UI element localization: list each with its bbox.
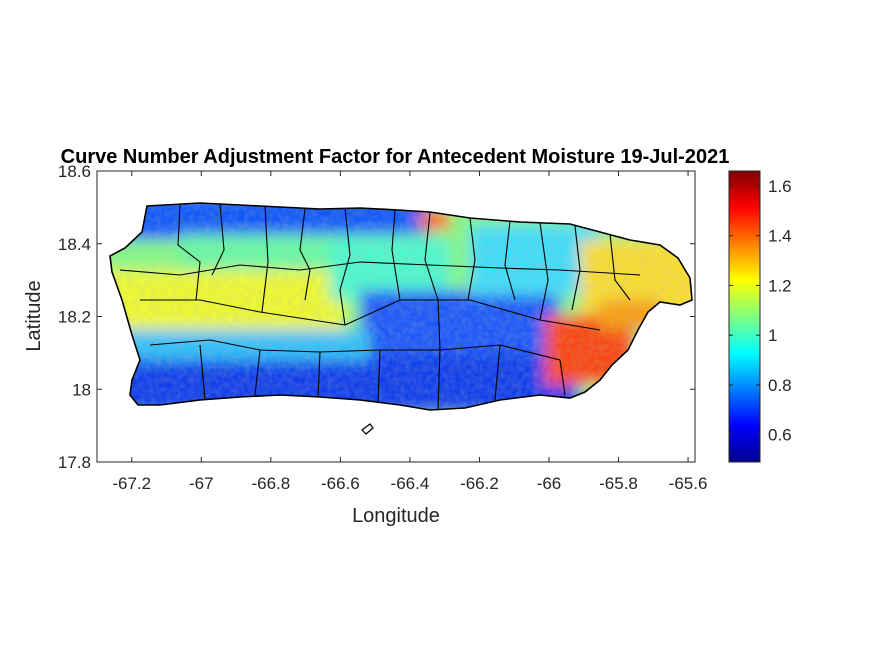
colorbar-tick-label: 0.8 (768, 376, 792, 395)
x-axis-label: Longitude (352, 505, 440, 527)
x-axis-ticks: -67.2 -67 -66.8 -66.6 -66.4 -66.2 -66 -65.8 -65.… (112, 171, 707, 493)
x-tick-label: -65.6 (669, 474, 708, 493)
x-tick-label: -65.8 (599, 474, 638, 493)
x-tick-label: -66.8 (251, 474, 290, 493)
y-tick-label: 18.2 (58, 308, 91, 327)
colorbar-tick-label: 1 (768, 326, 777, 345)
x-tick-label: -67 (189, 474, 214, 493)
y-tick-label: 17.8 (58, 453, 91, 472)
y-axis-ticks: 18.6 18.4 18.2 18 17.8 (58, 162, 695, 472)
chart-title: Curve Number Adjustment Factor for Antec… (61, 146, 730, 168)
y-tick-label: 18.4 (58, 235, 91, 254)
y-axis-label: Latitude (23, 280, 45, 351)
colorbar-tick-label: 1.6 (768, 177, 792, 196)
colorbar-tick-label: 0.6 (768, 426, 792, 445)
municipality-boundaries (119, 203, 641, 411)
y-tick-label: 18.6 (58, 162, 91, 181)
x-tick-label: -66.6 (321, 474, 360, 493)
x-tick-label: -66 (537, 474, 562, 493)
x-tick-label: -67.2 (112, 474, 151, 493)
speckle-texture (110, 203, 692, 410)
x-tick-label: -66.2 (460, 474, 499, 493)
adjustment-factor-heatmap (110, 203, 692, 410)
colorbar-tick-label: 1.2 (768, 276, 792, 295)
colorbar-tick-label: 1.4 (768, 227, 792, 246)
small-islet (361, 423, 374, 435)
y-tick-label: 18 (72, 380, 91, 399)
colorbar-ticks: 1.6 1.4 1.2 1 0.8 0.6 (729, 177, 792, 445)
colorbar (728, 170, 761, 463)
x-tick-label: -66.4 (391, 474, 430, 493)
